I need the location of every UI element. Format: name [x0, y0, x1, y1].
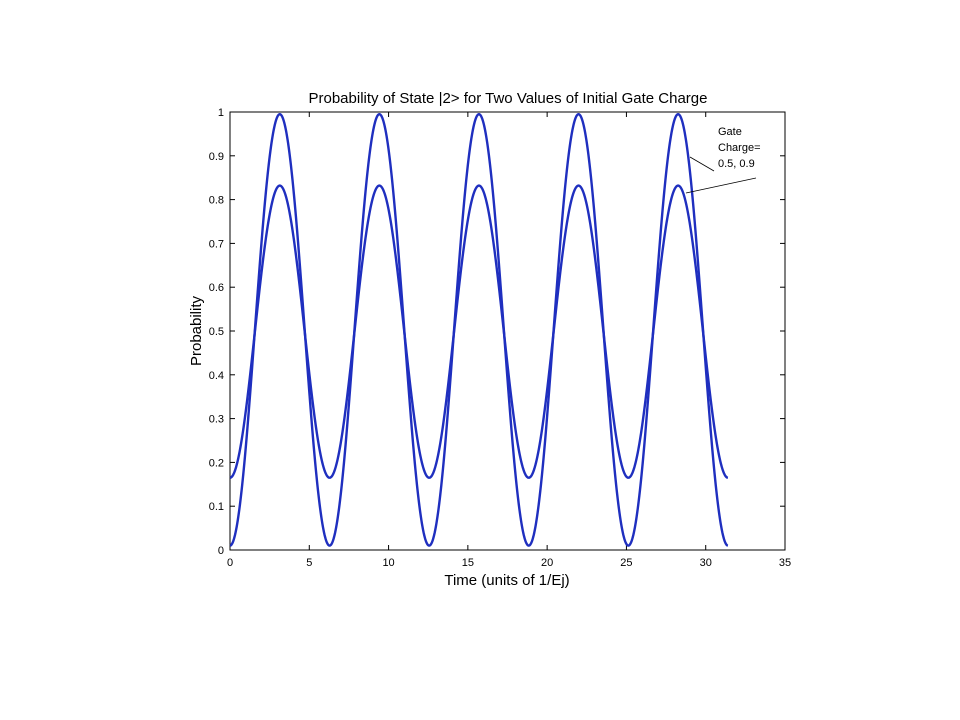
x-tick-label: 0 [227, 557, 233, 569]
y-tick-label: 0.2 [209, 457, 224, 469]
y-tick-label: 0.3 [209, 414, 224, 426]
x-tick-label: 30 [700, 557, 712, 569]
x-tick-label: 10 [382, 557, 394, 569]
y-tick-label: 0.1 [209, 501, 224, 513]
y-tick-label: 0.9 [209, 151, 224, 163]
annotation-line-2: Charge= [718, 142, 761, 154]
x-tick-label: 15 [462, 557, 474, 569]
y-axis-ticks: 0 0.1 0.2 0.3 0.4 0.5 0.6 0.7 0.8 0.9 1 [209, 107, 785, 557]
y-axis-label: Probability [188, 295, 205, 366]
x-tick-label: 25 [620, 557, 632, 569]
series-line-1 [229, 112, 729, 547]
y-tick-label: 1 [218, 107, 224, 119]
x-axis-ticks: 0 5 10 15 20 25 30 35 [227, 112, 791, 569]
annotation-line-1: Gate [718, 126, 742, 138]
x-tick-label: 20 [541, 557, 553, 569]
x-tick-label: 5 [306, 557, 312, 569]
annotation-line-3: 0.5, 0.9 [718, 158, 755, 170]
y-tick-label: 0.4 [209, 370, 224, 382]
y-tick-label: 0.8 [209, 195, 224, 207]
x-axis-label: Time (units of 1/Ej) [444, 572, 569, 589]
annotation-pointer-upper [689, 156, 715, 172]
y-tick-label: 0.5 [209, 326, 224, 338]
chart-title: Probability of State |2> for Two Values … [309, 90, 708, 107]
annotation-pointer-lower [685, 177, 757, 194]
series-layer [229, 112, 729, 547]
y-tick-label: 0.6 [209, 282, 224, 294]
series-line-2 [229, 184, 729, 479]
x-tick-label: 35 [779, 557, 791, 569]
y-tick-label: 0.7 [209, 238, 224, 250]
y-tick-label: 0 [218, 545, 224, 557]
annotation: Gate Charge= 0.5, 0.9 [685, 126, 761, 194]
